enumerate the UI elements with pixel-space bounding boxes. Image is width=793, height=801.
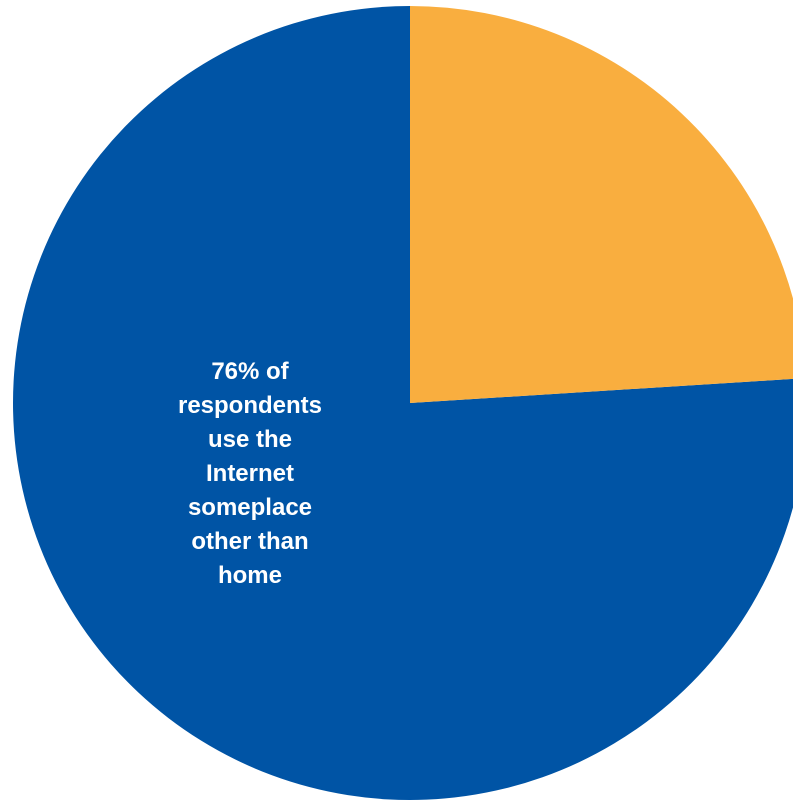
- labels-layer: 76% of respondents use the Internet someplac…: [178, 358, 322, 589]
- pie-slice-1: [410, 6, 793, 403]
- pie-slice-0: [13, 6, 793, 800]
- pie-slice-label-line: 76% of: [211, 358, 289, 385]
- pie-slice-label-line: use the: [208, 426, 292, 453]
- pie-slice-label-line: someplace: [188, 494, 312, 521]
- pie-slice-label-line: Internet: [206, 460, 294, 487]
- pie-slice-label-line: home: [218, 562, 282, 589]
- pie-slice-label-line: respondents: [178, 392, 322, 419]
- slices-layer: [13, 6, 793, 800]
- pie-slice-label-0: 76% of respondents use the Internet someplac…: [178, 358, 322, 589]
- pie-slice-label-line: other than: [191, 528, 308, 555]
